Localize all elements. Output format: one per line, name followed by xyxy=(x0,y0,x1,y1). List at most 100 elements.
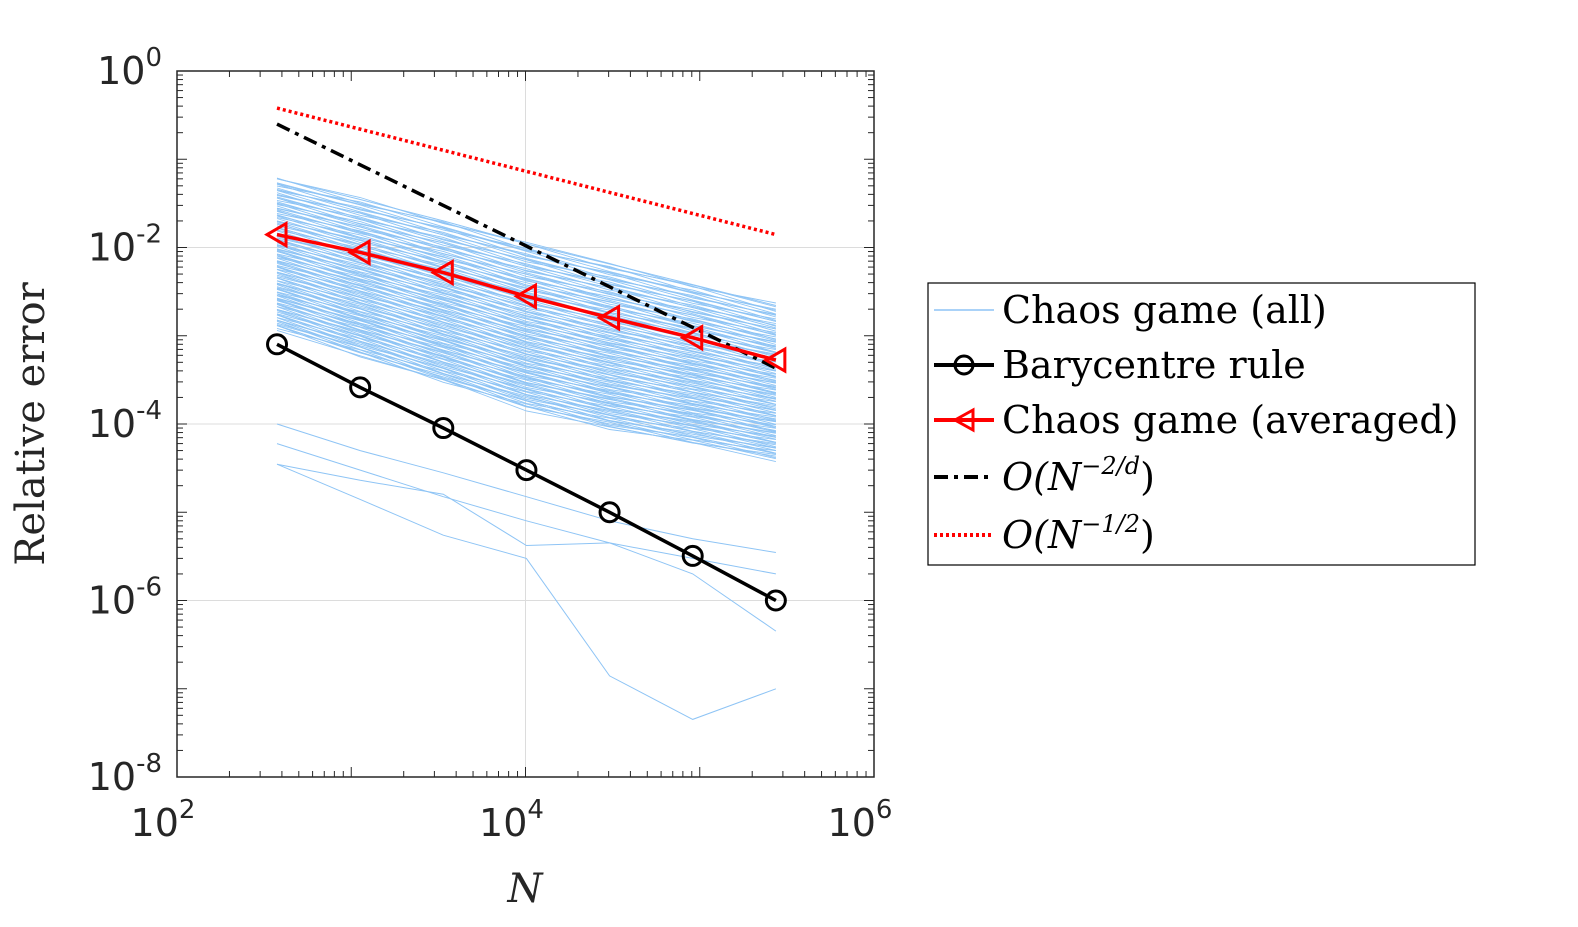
chaos-all-line xyxy=(276,254,776,384)
chaos-avg-point xyxy=(596,304,621,332)
barycentre-point xyxy=(432,417,455,440)
y-tick-exp: -8 xyxy=(136,749,162,779)
barycentre-point xyxy=(598,501,621,524)
chaos-avg-point xyxy=(264,221,288,249)
chaos-all-line xyxy=(276,183,777,315)
x-tick-exp: 6 xyxy=(876,795,893,825)
legend-label-chaos-all: Chaos game (all) xyxy=(1002,288,1327,332)
barycentre-point xyxy=(681,544,704,567)
y-tick-exp: -4 xyxy=(136,396,162,426)
y-tick-base: 10 xyxy=(88,579,136,623)
legend-marker-chaos-avg xyxy=(951,407,975,433)
x-tick-label-0: 102 xyxy=(131,795,196,845)
x-axis-label: N xyxy=(507,866,545,912)
chaos-all-line xyxy=(276,260,776,387)
chaos-all-line xyxy=(276,190,776,315)
chaos-all-line xyxy=(276,311,776,441)
chaos-all-outlier-1 xyxy=(276,443,776,575)
legend: Chaos game (all) Barycentre rule Chaos g… xyxy=(927,282,1476,566)
chaos-all-line xyxy=(276,244,777,377)
chaos-all-band xyxy=(276,177,777,720)
chaos-all-line xyxy=(276,266,777,400)
chaos-all-outlier-0 xyxy=(276,423,776,553)
series-layer xyxy=(264,106,787,612)
chaos-all-line xyxy=(276,202,777,332)
chaos-all-line xyxy=(276,255,777,387)
chaos-all-line xyxy=(276,277,777,411)
chaos-all-line xyxy=(276,293,777,425)
chaos-all-line xyxy=(276,325,776,460)
x-tick-base: 10 xyxy=(131,801,179,845)
chaos-all-line xyxy=(276,255,777,389)
chaos-all-line xyxy=(276,288,776,418)
chaos-all-line xyxy=(276,204,776,330)
ref-line-2d xyxy=(276,122,777,370)
y-tick-base: 10 xyxy=(97,49,145,93)
chaos-all-line xyxy=(276,304,777,438)
chaos-all-line xyxy=(276,263,776,391)
chaos-all-line xyxy=(276,249,777,382)
chaos-all-line xyxy=(276,293,777,427)
legend-ref-half-close: ) xyxy=(1140,513,1155,557)
chaos-all-outlier-2 xyxy=(276,463,777,632)
chaos-all-line xyxy=(276,182,777,312)
chaos-all-line xyxy=(276,239,777,372)
chaos-all-line xyxy=(276,215,777,348)
chaos-all-line xyxy=(276,314,777,449)
chaos-all-line xyxy=(276,234,777,366)
chaos-all-line xyxy=(276,190,777,322)
chaos-all-line xyxy=(276,265,776,395)
chaos-all-line xyxy=(276,320,776,449)
legend-ref-2d-sup: −2/d xyxy=(1081,452,1140,480)
y-tick-base: 10 xyxy=(88,226,136,270)
y-tick-exp: -6 xyxy=(136,573,162,603)
chaos-all-line xyxy=(276,214,776,343)
chaos-all-line xyxy=(276,210,776,338)
x-tick-labels: 102 104 106 xyxy=(131,795,893,845)
legend-marker-barycentre xyxy=(953,354,975,376)
chaos-all-line xyxy=(276,197,777,329)
chaos-avg-line xyxy=(276,232,777,362)
barycentre-point xyxy=(515,459,538,482)
chaos-all-upper xyxy=(276,178,777,306)
chaos-all-line xyxy=(276,288,777,422)
legend-ref-2d-base: O(N xyxy=(1002,455,1083,499)
chaos-all-line xyxy=(276,303,776,434)
chaos-all-line xyxy=(276,283,776,411)
x-tick-base: 10 xyxy=(828,801,876,845)
x-tick-label-1: 104 xyxy=(479,795,544,845)
y-tick-label-0: 100 xyxy=(97,43,162,93)
y-tick-label-1: 10-2 xyxy=(88,220,162,270)
chaos-all-line xyxy=(276,189,777,318)
legend-ref-2d-close: ) xyxy=(1140,455,1155,499)
y-tick-exp: -2 xyxy=(136,220,162,250)
chaos-all-line xyxy=(276,308,776,437)
chaos-all-line xyxy=(276,282,777,414)
chaos-all-line xyxy=(276,291,776,422)
chaos-all-line xyxy=(276,250,777,383)
chaos-all-line xyxy=(276,260,777,390)
chaos-all-line xyxy=(276,300,776,429)
y-axis-label: Relative error xyxy=(8,281,54,565)
y-tick-base: 10 xyxy=(88,755,136,799)
legend-box xyxy=(927,282,1476,566)
ref-line-half xyxy=(276,106,777,237)
chaos-all-outlier-3 xyxy=(276,463,777,720)
barycentre-point xyxy=(349,376,372,399)
chaos-all-line xyxy=(276,251,776,379)
chaos-all-line xyxy=(276,271,777,402)
legend-label-chaos-avg: Chaos game (averaged) xyxy=(1002,398,1458,442)
chaos-all-line xyxy=(276,325,776,455)
chaos-avg-point xyxy=(513,282,537,310)
chaos-all-line xyxy=(276,245,776,372)
chaos-avg-point xyxy=(762,346,787,374)
chaos-all-line xyxy=(276,271,776,399)
chaos-all-line xyxy=(276,274,776,403)
chaos-all-line xyxy=(276,209,777,341)
legend-ref-half-base: O(N xyxy=(1002,513,1083,557)
y-tick-base: 10 xyxy=(88,402,136,446)
legend-label-ref-2d: O(N−2/d) xyxy=(1002,452,1155,499)
y-tick-label-2: 10-4 xyxy=(88,396,162,446)
